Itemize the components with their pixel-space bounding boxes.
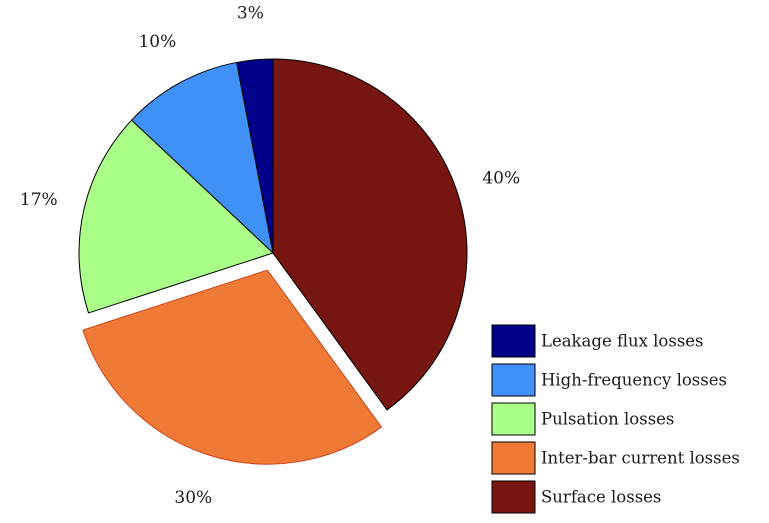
legend-label: Inter-bar current losses — [541, 449, 740, 468]
percent-label-surface-losses: 40% — [482, 168, 520, 188]
pie-slice-surface-losses — [272, 58, 468, 411]
pie-slice-inter-bar-current-losses — [82, 269, 382, 465]
legend-swatch — [491, 324, 536, 358]
legend-label: High-frequency losses — [541, 371, 727, 390]
legend-item-pulsation-losses: Pulsation losses — [491, 402, 674, 436]
pie-slice-pulsation-losses — [78, 119, 274, 314]
legend-label: Leakage flux losses — [541, 332, 704, 351]
legend-label: Pulsation losses — [541, 410, 674, 429]
legend-item-leakage-flux-losses: Leakage flux losses — [491, 324, 704, 358]
legend-item-high-frequency-losses: High-frequency losses — [491, 363, 727, 397]
pie-percent-labels: 3% 10% 17% 30% 40% — [20, 4, 520, 508]
legend-swatch — [491, 402, 536, 436]
pie-slice-high-frequency-losses — [131, 61, 274, 254]
legend: Leakage flux losses High-frequency losses… — [491, 324, 740, 514]
legend-swatch — [491, 363, 536, 397]
legend-swatch — [491, 480, 536, 514]
legend-swatch — [491, 441, 536, 475]
pie-slices — [78, 58, 468, 465]
legend-label: Surface losses — [541, 488, 661, 507]
percent-label-pulsation-losses: 17% — [20, 190, 58, 210]
legend-item-surface-losses: Surface losses — [491, 480, 661, 514]
percent-label-leakage-flux-losses: 3% — [237, 4, 264, 24]
percent-label-inter-bar-current-losses: 30% — [174, 488, 212, 508]
legend-item-inter-bar-current-losses: Inter-bar current losses — [491, 441, 740, 475]
percent-label-high-frequency-losses: 10% — [138, 32, 176, 52]
